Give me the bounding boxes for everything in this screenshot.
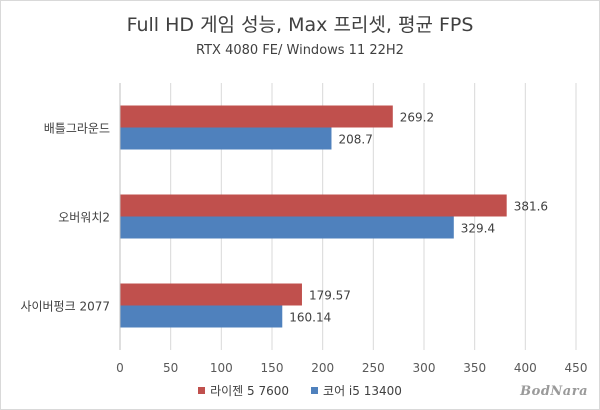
legend-item-core: 코어 i5 13400 (311, 382, 402, 399)
category-label: 배틀그라운드 (44, 122, 110, 136)
legend-label-ryzen: 라이젠 5 7600 (210, 384, 290, 398)
x-tick-label: 300 (413, 361, 436, 375)
x-tick-label: 400 (514, 361, 537, 375)
data-label: 269.2 (400, 111, 434, 125)
bar (120, 305, 283, 328)
bar (120, 105, 393, 128)
chart-subtitle: RTX 4080 FE/ Windows 11 22H2 (196, 43, 404, 58)
legend-swatch-core (311, 387, 319, 394)
legend: 라이젠 5 7600 코어 i5 13400 (0, 382, 600, 399)
bar (120, 283, 302, 306)
legend-label-core: 코어 i5 13400 (323, 384, 402, 398)
legend-item-ryzen: 라이젠 5 7600 (198, 382, 289, 399)
data-label: 160.14 (289, 311, 331, 325)
data-label: 208.7 (338, 133, 372, 147)
x-tick-label: 150 (261, 361, 284, 375)
watermark-logo: BodNara (520, 384, 588, 399)
x-tick-label: 250 (362, 361, 385, 375)
x-tick-label: 100 (210, 361, 233, 375)
x-tick-label: 350 (463, 361, 486, 375)
data-label: 381.6 (514, 200, 548, 214)
x-tick-label: 200 (311, 361, 334, 375)
x-tick-label: 50 (163, 361, 178, 375)
category-label: 사이버펑크 2077 (20, 300, 110, 314)
bar (120, 216, 454, 239)
data-label: 179.57 (309, 289, 351, 303)
chart-title: Full HD 게임 성능, Max 프리셋, 평균 FPS (126, 14, 474, 36)
bar (120, 127, 332, 150)
data-label: 329.4 (461, 222, 495, 236)
category-label: 오버워치2 (58, 211, 110, 225)
x-tick-label: 0 (116, 361, 124, 375)
legend-swatch-ryzen (198, 387, 206, 394)
bar (120, 194, 507, 217)
x-tick-label: 450 (565, 361, 588, 375)
